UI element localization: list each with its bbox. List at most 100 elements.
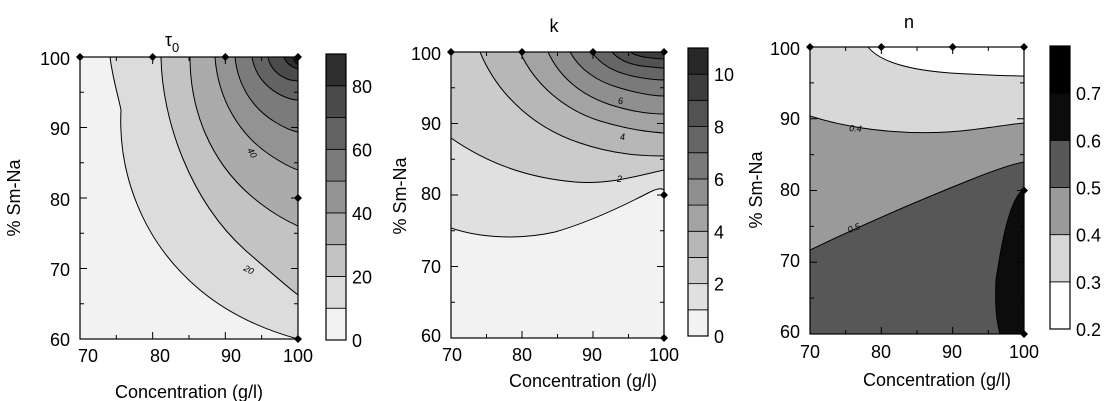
colorbar-tick-label: 60 [352,140,372,160]
data-points-tau0 [76,53,302,343]
panel-n: n 70 80 90 100 100 90 80 70 60 Concentra… [746,12,1101,390]
panel-tau0: τ0 70 80 90 100 100 90 80 70 60 Concentr… [4,30,372,401]
data-point-marker [948,43,957,51]
colorbar-swatch [687,283,709,311]
contour-fills-n [810,47,1024,334]
y-tick-label: 60 [50,330,70,350]
y-tick-label: 70 [780,251,800,271]
data-point-marker [76,53,84,61]
data-point-marker [589,48,597,56]
contour-label: 0.4 [849,123,862,134]
colorbar-tick-label: 0 [714,327,724,347]
colorbar-k: 10 8 6 4 2 0 [687,47,734,347]
y-tick-label: 70 [50,260,70,280]
colorbar-tick-label: 0.7 [1076,84,1101,104]
contour-lines-k [451,52,664,238]
colorbar-tick-label: 40 [352,204,372,224]
colorbar-tick-label: 8 [714,118,724,138]
colorbar-swatch [687,47,709,75]
colorbar-swatch [687,152,709,180]
data-point-marker [1020,43,1028,51]
x-tick-label: 70 [800,342,820,362]
colorbar-tick-label: 0.4 [1076,226,1101,246]
contour-lines-n [810,47,1024,334]
x-tick-label: 70 [442,345,462,365]
x-tick-label: 90 [221,346,241,366]
colorbar-tick-label: 4 [714,222,724,242]
colorbar-swatch [687,126,709,154]
chart-title-tau0: τ0 [165,30,179,55]
y-axis-label: % Sm-Na [390,157,410,235]
y-tick-label: 80 [421,184,441,204]
x-tick-label: 70 [78,346,98,366]
contour-fills-tau0 [80,57,298,339]
colorbar-swatch [687,178,709,206]
colorbar-tick-label: 80 [352,77,372,97]
colorbar-swatch [325,276,347,309]
contour-band-0.6-0.7 [995,189,1024,334]
colorbar-tick-label: 0.2 [1076,320,1101,340]
data-point-marker [518,48,526,56]
colorbar-swatch [687,204,709,232]
y-tick-label: 100 [770,39,800,59]
colorbar-swatch [687,99,709,127]
data-point-marker [221,53,230,61]
title-subscript: 0 [172,40,179,55]
data-point-marker [294,335,302,343]
data-points-k [447,48,668,342]
data-point-marker [806,43,814,51]
data-point-marker [1020,330,1028,338]
colorbar-swatch [1049,139,1071,188]
chart-title-n: n [904,12,914,32]
x-axis-label: Concentration (g/l) [509,371,657,391]
data-point-marker [148,53,157,61]
colorbar-swatch [325,85,347,118]
colorbar-swatch [1049,187,1071,236]
colorbar-swatch [325,212,347,246]
colorbar-tau0: 80 60 40 20 0 [325,53,372,351]
x-axis-label: Concentration (g/l) [115,382,263,401]
x-tick-label: 80 [512,345,532,365]
data-point-marker [660,334,668,342]
data-point-marker [294,53,302,61]
data-point-marker [294,194,302,202]
x-tick-label: 100 [1009,342,1039,362]
contour-band-0.2-0.3 [868,47,1024,76]
contour-label: 40 [245,146,259,160]
colorbar-swatch [687,257,709,285]
colorbar-swatch [687,309,709,337]
y-tick-label: 60 [421,326,441,346]
x-tick-label: 80 [871,342,891,362]
x-tick-label: 90 [582,345,602,365]
colorbar-tick-label: 0.6 [1076,131,1101,151]
y-axis-label: % Sm-Na [746,151,766,229]
colorbar-n: 0.7 0.6 0.5 0.4 0.3 0.2 [1049,45,1101,340]
data-point-marker [660,48,668,56]
colorbar-tick-label: 20 [352,267,372,287]
colorbar-tick-label: 0 [352,331,362,351]
colorbar-tick-label: 10 [714,65,734,85]
colorbar-swatch [325,307,347,341]
colorbar-swatch [325,148,347,182]
contour-lines-tau0 [109,57,298,339]
y-tick-label: 70 [421,257,441,277]
y-tick-label: 90 [50,119,70,139]
colorbar-swatch [687,73,709,101]
colorbar-tick-label: 0.3 [1076,273,1101,293]
panel-k: k 70 80 90 100 100 90 80 70 60 Concentra… [390,16,734,391]
data-point-marker [877,43,886,51]
data-point-marker [660,191,668,199]
colorbar-swatch [1049,281,1071,330]
y-tick-label: 80 [50,190,70,210]
colorbar-swatch [325,117,347,150]
x-tick-label: 90 [942,342,962,362]
x-tick-label: 80 [150,346,170,366]
contour-band-9 [630,52,664,59]
contour-band-0.5-0.6 [810,162,1024,334]
colorbar-swatch [1049,92,1071,141]
contour-label: 6 [618,96,623,106]
colorbar-swatch [325,53,347,87]
colorbar-swatch [687,230,709,258]
y-tick-label: 90 [780,109,800,129]
